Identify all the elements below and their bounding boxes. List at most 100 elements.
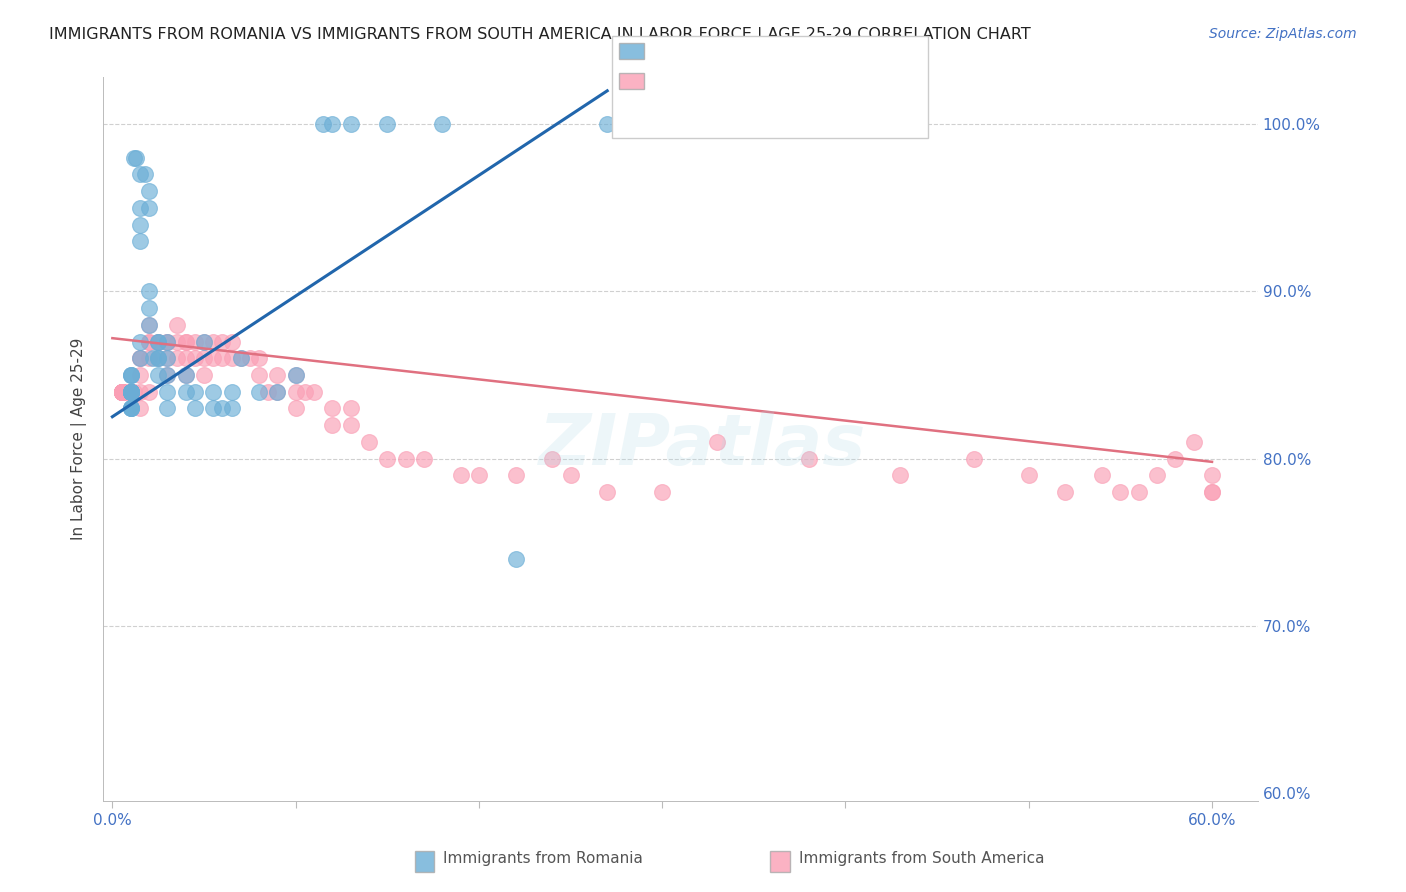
Point — [128, 167, 150, 181]
Point — [229, 351, 252, 366]
Point — [1201, 484, 1223, 499]
Point — [148, 351, 170, 366]
Point — [128, 401, 150, 416]
Point — [284, 401, 307, 416]
Point — [284, 368, 307, 382]
Point — [110, 384, 132, 399]
Point — [110, 384, 132, 399]
Text: Source: ZipAtlas.com: Source: ZipAtlas.com — [1209, 27, 1357, 41]
Point — [156, 401, 179, 416]
Point — [174, 334, 197, 349]
Point — [266, 384, 288, 399]
Point — [321, 418, 343, 433]
Point — [797, 451, 820, 466]
Point — [138, 334, 160, 349]
Text: -0.265: -0.265 — [685, 73, 744, 91]
Point — [174, 384, 197, 399]
Point — [110, 384, 132, 399]
Point — [120, 384, 142, 399]
Point — [148, 334, 170, 349]
Point — [120, 384, 142, 399]
Point — [156, 384, 179, 399]
Point — [156, 368, 179, 382]
Point — [375, 451, 398, 466]
Point — [142, 351, 165, 366]
Point — [211, 401, 233, 416]
Point — [202, 334, 225, 349]
Point — [541, 451, 564, 466]
Point — [156, 351, 179, 366]
Point — [174, 368, 197, 382]
Point — [125, 151, 148, 165]
Point — [221, 401, 243, 416]
Point — [247, 384, 270, 399]
Point — [138, 301, 160, 315]
Point — [124, 384, 146, 399]
Point — [120, 384, 142, 399]
Point — [110, 384, 132, 399]
Point — [505, 468, 527, 483]
Point — [266, 368, 288, 382]
Point — [120, 384, 142, 399]
Point — [889, 468, 911, 483]
Point — [156, 351, 179, 366]
Point — [174, 334, 197, 349]
Point — [128, 351, 150, 366]
Point — [156, 334, 179, 349]
Point — [1091, 468, 1114, 483]
Point — [1128, 484, 1150, 499]
Point — [128, 234, 150, 248]
Point — [239, 351, 262, 366]
Point — [110, 384, 132, 399]
Point — [148, 334, 170, 349]
Point — [339, 117, 361, 131]
Text: IMMIGRANTS FROM ROMANIA VS IMMIGRANTS FROM SOUTH AMERICA IN LABOR FORCE | AGE 25: IMMIGRANTS FROM ROMANIA VS IMMIGRANTS FR… — [49, 27, 1031, 43]
Point — [202, 351, 225, 366]
Point — [148, 351, 170, 366]
Point — [202, 384, 225, 399]
Point — [1109, 484, 1132, 499]
Point — [138, 285, 160, 299]
Point — [221, 384, 243, 399]
Point — [128, 384, 150, 399]
Point — [120, 401, 142, 416]
Point — [166, 318, 188, 332]
Point — [596, 484, 619, 499]
Point — [120, 401, 142, 416]
Point — [202, 401, 225, 416]
Point — [138, 334, 160, 349]
Point — [1182, 434, 1205, 449]
Y-axis label: In Labor Force | Age 25-29: In Labor Force | Age 25-29 — [72, 338, 87, 541]
Point — [221, 351, 243, 366]
Text: 102: 102 — [770, 73, 806, 91]
Text: Immigrants from South America: Immigrants from South America — [799, 851, 1045, 866]
Point — [115, 384, 138, 399]
Text: Immigrants from Romania: Immigrants from Romania — [443, 851, 643, 866]
Point — [357, 434, 380, 449]
Text: N=: N= — [741, 43, 768, 61]
Point — [120, 368, 142, 382]
Point — [128, 334, 150, 349]
Text: 0.570: 0.570 — [685, 43, 737, 61]
Text: R =: R = — [650, 43, 681, 61]
Point — [1201, 468, 1223, 483]
Point — [247, 351, 270, 366]
Point — [120, 384, 142, 399]
Point — [156, 334, 179, 349]
Point — [110, 384, 132, 399]
Point — [174, 368, 197, 382]
Point — [284, 384, 307, 399]
Point — [312, 117, 335, 131]
Point — [1164, 451, 1187, 466]
Point — [124, 151, 146, 165]
Point — [120, 384, 142, 399]
Point — [110, 384, 132, 399]
Point — [302, 384, 325, 399]
Point — [706, 434, 728, 449]
Point — [110, 384, 132, 399]
Point — [211, 334, 233, 349]
Point — [184, 351, 207, 366]
Point — [128, 351, 150, 366]
Point — [321, 117, 343, 131]
Point — [148, 368, 170, 382]
